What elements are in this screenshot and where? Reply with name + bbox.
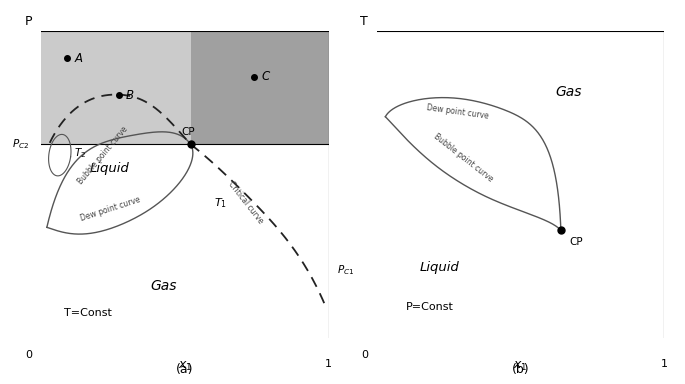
Text: CP: CP xyxy=(569,237,583,247)
Text: P: P xyxy=(25,15,32,28)
Text: Liquid: Liquid xyxy=(90,162,129,175)
Text: Gas: Gas xyxy=(555,85,582,99)
Text: T=Const: T=Const xyxy=(64,308,112,318)
Text: (b): (b) xyxy=(512,363,530,376)
Text: $x_1$: $x_1$ xyxy=(513,359,528,372)
Text: Bubble point curve: Bubble point curve xyxy=(76,124,129,186)
Text: 0: 0 xyxy=(25,350,32,360)
Polygon shape xyxy=(41,31,190,144)
Text: B: B xyxy=(126,89,134,102)
Text: A: A xyxy=(74,52,82,65)
Text: $P_{C2}$: $P_{C2}$ xyxy=(12,137,29,151)
Text: 0: 0 xyxy=(361,350,368,360)
Text: C: C xyxy=(261,70,269,83)
Text: $P_{C1}$: $P_{C1}$ xyxy=(338,263,355,277)
Polygon shape xyxy=(190,31,329,144)
Text: (a): (a) xyxy=(176,363,194,376)
Text: Dew point curve: Dew point curve xyxy=(79,195,141,223)
Text: CP: CP xyxy=(181,127,195,137)
Text: 1: 1 xyxy=(325,359,332,369)
Text: T: T xyxy=(360,15,368,28)
Text: 1: 1 xyxy=(661,359,668,369)
Text: Gas: Gas xyxy=(151,279,177,293)
Text: $T_2$: $T_2$ xyxy=(74,147,86,161)
Text: Critical curve: Critical curve xyxy=(226,180,264,226)
Text: Bubble point curve: Bubble point curve xyxy=(432,132,495,184)
Text: P=Const: P=Const xyxy=(406,302,453,312)
Text: Liquid: Liquid xyxy=(420,261,460,274)
Text: Dew point curve: Dew point curve xyxy=(425,103,489,121)
Text: $x_1$: $x_1$ xyxy=(177,359,192,372)
Text: $T_1$: $T_1$ xyxy=(214,196,227,210)
